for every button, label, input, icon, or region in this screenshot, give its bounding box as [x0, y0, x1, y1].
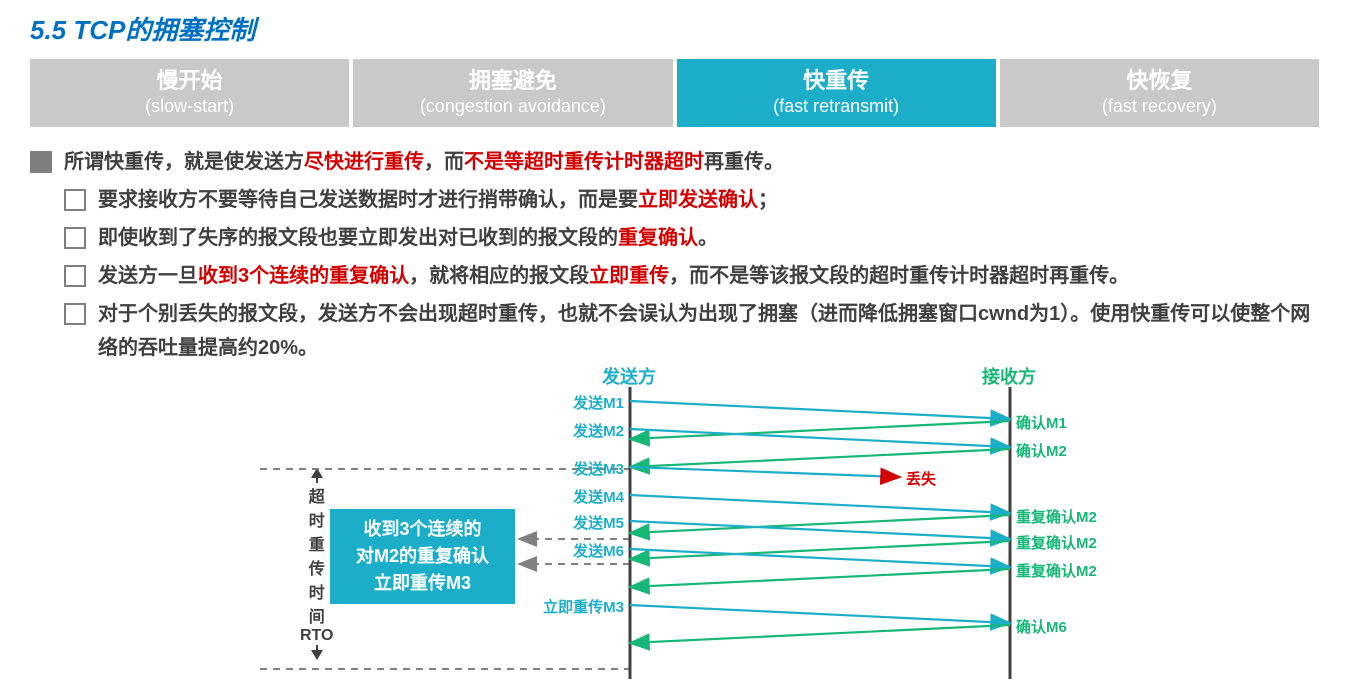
bullet-marker-solid [30, 151, 52, 173]
diagram-label: 重复确认M2 [1016, 560, 1097, 581]
diagram-label: 发送M2 [573, 420, 624, 441]
sender-header: 发送方 [602, 363, 656, 389]
diagram-label: 确认M6 [1016, 616, 1067, 637]
diagram-label: 发送M6 [573, 540, 624, 561]
tab-label-cn: 快重传 [681, 67, 992, 95]
bullet-marker-hollow [64, 265, 86, 287]
tab-label-cn: 慢开始 [34, 67, 345, 95]
bullet-list: 所谓快重传，就是使发送方尽快进行重传，而不是等超时重传计时器超时再重传。要求接收… [30, 145, 1319, 365]
bullet-marker-hollow [64, 227, 86, 249]
tab-label-en: (congestion avoidance) [357, 95, 668, 118]
tab-label-cn: 拥塞避免 [357, 67, 668, 95]
bullet-main: 所谓快重传，就是使发送方尽快进行重传，而不是等超时重传计时器超时再重传。 [64, 145, 1319, 179]
diagram-label: 丢失 [906, 468, 936, 489]
sequence-diagram: 超时重传时间RTO收到3个连续的对M2的重复确认立即重传M3发送方接收方发送M1… [30, 369, 1319, 689]
diagram-label: 立即重传M3 [543, 596, 624, 617]
diagram-label: 发送M3 [573, 458, 624, 479]
tab-label-en: (fast recovery) [1004, 95, 1315, 118]
diagram-label: 确认M2 [1016, 440, 1067, 461]
receiver-header: 接收方 [982, 363, 1036, 389]
diagram-label: 重复确认M2 [1016, 532, 1097, 553]
tab-label-cn: 快恢复 [1004, 67, 1315, 95]
bullet-marker-hollow [64, 189, 86, 211]
tab-slow-start[interactable]: 慢开始(slow-start) [30, 59, 349, 127]
bullet-sub-1: 即使收到了失序的报文段也要立即发出对已收到的报文段的重复确认。 [98, 221, 1319, 255]
diagram-svg [30, 369, 1319, 689]
tab-fast recovery[interactable]: 快恢复(fast recovery) [1000, 59, 1319, 127]
algorithm-tabs: 慢开始(slow-start)拥塞避免(congestion avoidance… [30, 59, 1319, 127]
tab-fast retransmit[interactable]: 快重传(fast retransmit) [677, 59, 996, 127]
tab-label-en: (slow-start) [34, 95, 345, 118]
diagram-label: 重复确认M2 [1016, 506, 1097, 527]
section-heading: 5.5 TCP的拥塞控制 [30, 10, 1319, 47]
bullet-sub-0: 要求接收方不要等待自己发送数据时才进行捎带确认，而是要立即发送确认； [98, 183, 1319, 217]
diagram-label: 发送M4 [573, 486, 624, 507]
bullet-marker-hollow [64, 303, 86, 325]
diagram-label: 发送M5 [573, 512, 624, 533]
diagram-label: 确认M1 [1016, 412, 1067, 433]
bullet-sub-2: 发送方一旦收到3个连续的重复确认，就将相应的报文段立即重传，而不是等该报文段的超… [98, 259, 1319, 293]
tab-label-en: (fast retransmit) [681, 95, 992, 118]
bullet-sub-3: 对于个别丢失的报文段，发送方不会出现超时重传，也就不会误认为出现了拥塞（进而降低… [98, 297, 1319, 365]
tab-congestion avoidance[interactable]: 拥塞避免(congestion avoidance) [353, 59, 672, 127]
diagram-label: 发送M1 [573, 392, 624, 413]
